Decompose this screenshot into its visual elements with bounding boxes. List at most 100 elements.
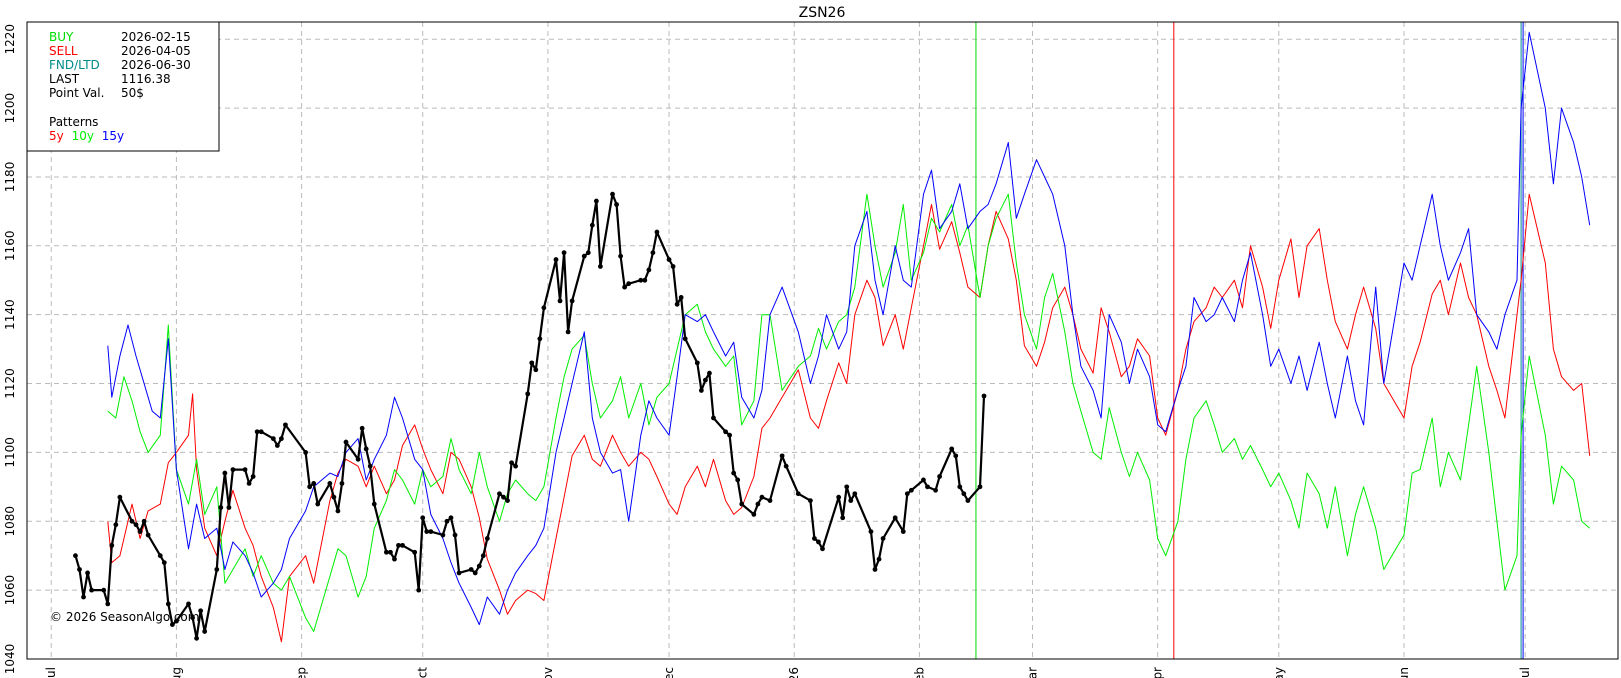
data-point <box>727 432 733 438</box>
data-point <box>315 501 321 507</box>
data-point <box>270 436 276 442</box>
data-point <box>565 329 571 335</box>
data-point <box>392 556 397 562</box>
data-point <box>674 301 680 307</box>
data-point <box>355 456 361 462</box>
data-point <box>242 467 248 473</box>
plot-frame <box>26 21 1619 660</box>
data-point <box>89 587 95 593</box>
data-point <box>525 391 531 397</box>
data-point <box>723 429 728 435</box>
data-point <box>484 536 490 541</box>
data-point <box>598 264 603 269</box>
data-point <box>751 511 757 517</box>
data-point <box>626 281 632 287</box>
data-point <box>226 505 232 510</box>
x-tick-label: Jul <box>44 667 58 678</box>
data-point <box>642 277 648 283</box>
x-tick-label: Sep <box>295 667 309 678</box>
grid-lines <box>27 22 1618 659</box>
data-point <box>81 594 86 600</box>
data-point <box>218 505 224 510</box>
data-point <box>186 601 191 607</box>
data-point <box>85 570 90 576</box>
data-point <box>892 515 898 521</box>
y-tick-label: 1080 <box>3 506 17 537</box>
y-tick-label: 1040 <box>3 644 17 675</box>
data-point <box>589 222 595 228</box>
info-pointval-label: Point Val. <box>49 86 104 100</box>
data-point <box>904 491 910 497</box>
data-point <box>343 439 349 445</box>
data-point <box>311 480 317 486</box>
data-point <box>250 474 256 479</box>
data-point <box>638 277 644 283</box>
data-point <box>795 491 801 497</box>
data-point <box>569 298 575 304</box>
data-point <box>367 463 373 469</box>
legend-5y: 5y <box>49 129 64 143</box>
info-buy-value: 2026-02-15 <box>121 30 191 44</box>
x-tick-label: Jul <box>1518 667 1532 678</box>
y-tick-label: 1220 <box>3 24 17 55</box>
data-point <box>618 253 623 259</box>
data-point <box>165 601 171 607</box>
data-point <box>109 542 115 548</box>
data-point <box>682 336 688 342</box>
data-point <box>476 563 482 569</box>
data-point <box>557 298 563 304</box>
y-tick-label: 1100 <box>3 437 17 468</box>
patterns-heading: Patterns <box>49 115 98 129</box>
data-point <box>957 484 963 490</box>
info-last-value: 1116.38 <box>121 72 171 86</box>
data-point <box>533 367 539 373</box>
info-last-label: LAST <box>49 72 80 86</box>
x-tick-label: May <box>1272 667 1286 678</box>
data-point <box>202 629 208 634</box>
data-point <box>925 484 930 490</box>
x-tick-label: Nov <box>541 667 555 678</box>
data-point <box>416 587 422 593</box>
series-line-10y <box>107 193 1591 632</box>
data-point <box>965 498 971 504</box>
data-point <box>848 498 854 504</box>
data-point <box>553 257 559 262</box>
patterns-legend: 5y 10y 15y <box>49 129 124 143</box>
copyright-text: © 2026 SeasonAlgo.com <box>50 610 199 624</box>
data-point <box>105 601 111 607</box>
data-point <box>767 498 773 504</box>
data-point <box>961 491 967 497</box>
series-line-5y <box>107 193 1591 643</box>
series-lines <box>73 31 1591 643</box>
data-point <box>501 494 506 500</box>
data-point <box>921 477 926 483</box>
x-tick-label: Apr <box>1151 667 1165 678</box>
x-tick-label: Aug <box>169 667 183 678</box>
data-point <box>396 542 401 548</box>
x-tick-label: Oct <box>416 667 430 678</box>
data-point <box>283 422 288 428</box>
data-point <box>735 477 741 483</box>
data-point <box>933 487 938 493</box>
data-point <box>456 570 462 576</box>
data-point <box>581 253 587 259</box>
data-point <box>977 484 983 490</box>
data-point <box>246 480 252 486</box>
x-axis-ticks: Jul Aug Sep Oct Nov Dec 2026 Feb Mar Apr May Jun Jul <box>44 667 1532 678</box>
data-point <box>214 567 220 572</box>
data-point <box>783 463 789 469</box>
data-point <box>258 429 264 435</box>
data-point <box>981 393 987 399</box>
data-point <box>880 536 886 541</box>
data-point <box>383 549 389 555</box>
data-point <box>101 587 107 593</box>
info-sell-value: 2026-04-05 <box>121 44 191 58</box>
info-box-frame <box>26 21 220 152</box>
data-point <box>666 257 672 262</box>
data-point <box>424 529 430 534</box>
data-point <box>541 305 547 311</box>
data-point <box>157 553 163 559</box>
data-point <box>190 615 195 621</box>
data-point <box>400 542 405 548</box>
